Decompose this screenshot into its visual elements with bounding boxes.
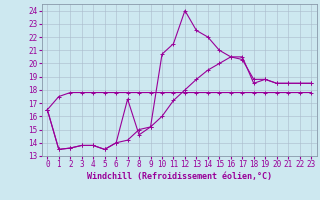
X-axis label: Windchill (Refroidissement éolien,°C): Windchill (Refroidissement éolien,°C): [87, 172, 272, 181]
